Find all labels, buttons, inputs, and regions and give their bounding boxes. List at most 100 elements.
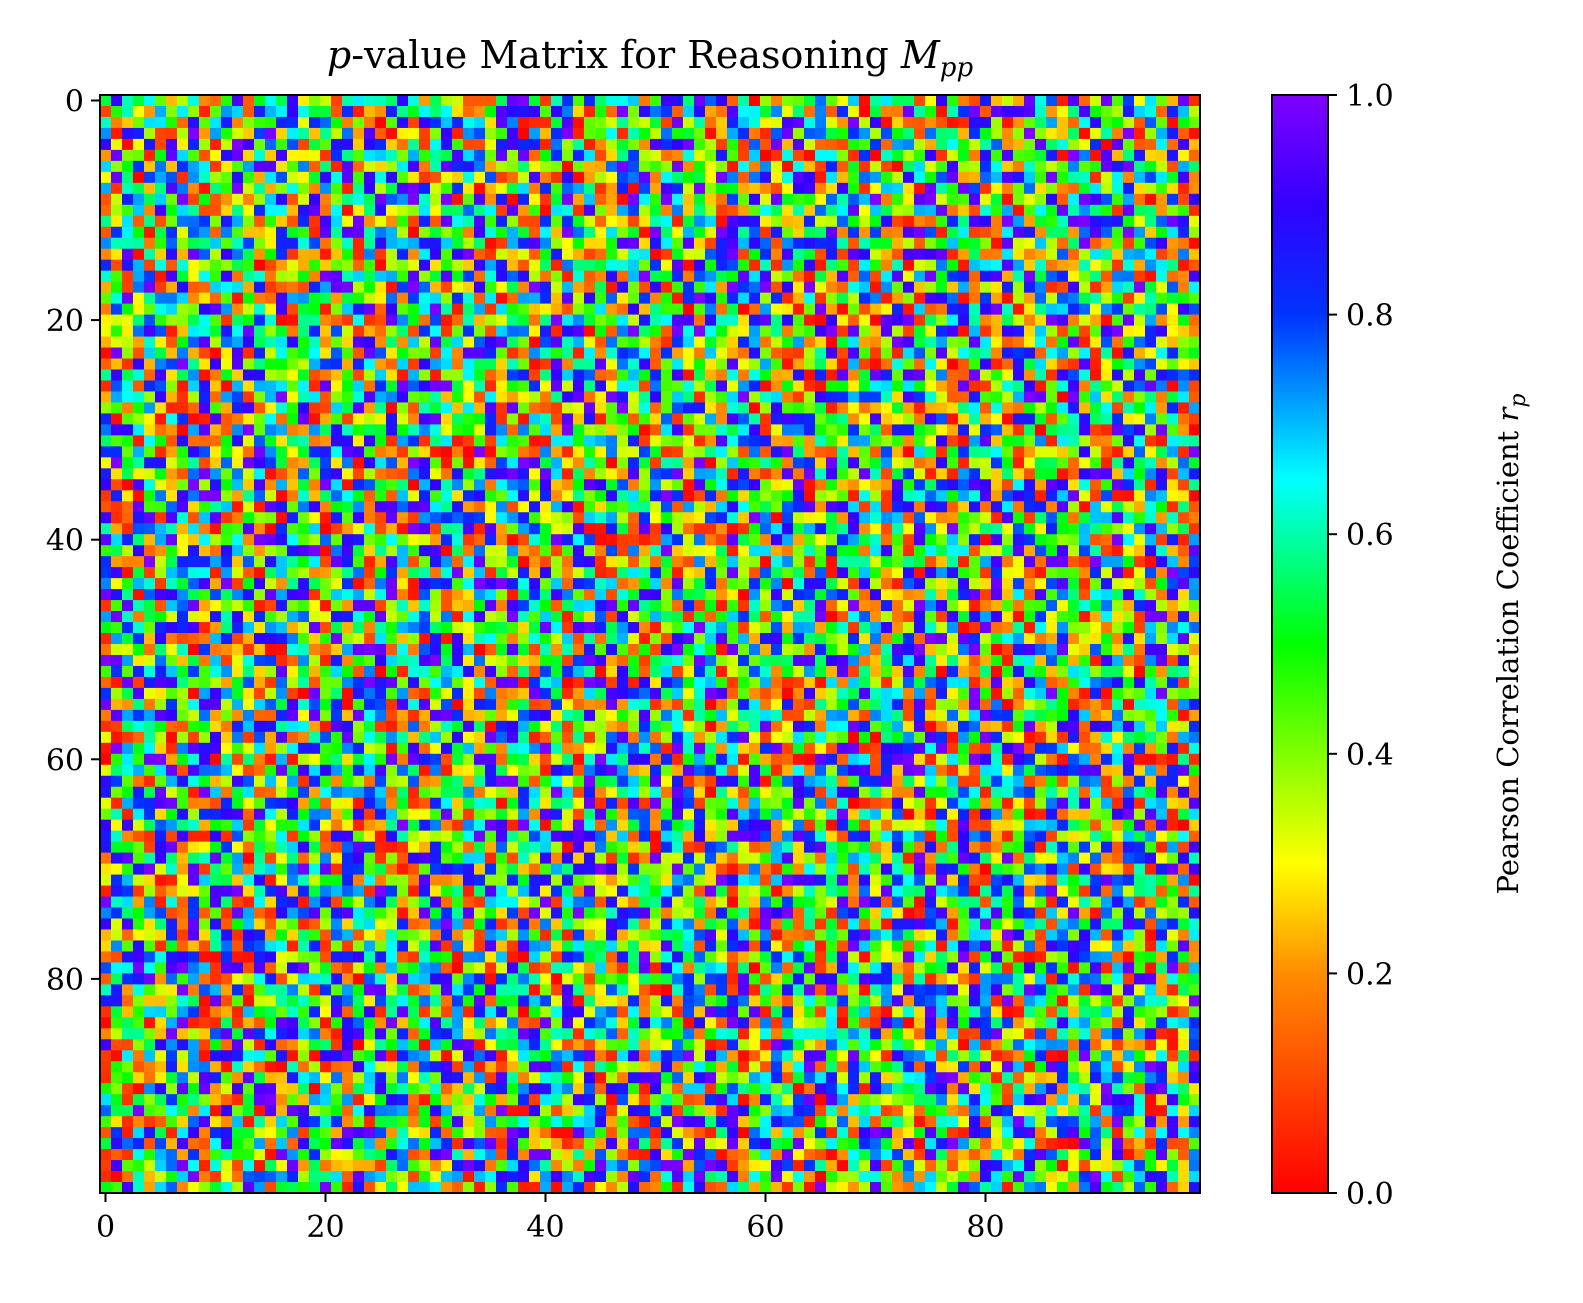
heatmap-cell — [1178, 248, 1190, 261]
heatmap-cell — [1112, 391, 1124, 404]
heatmap-cell — [1024, 446, 1036, 458]
heatmap-cell — [793, 468, 805, 480]
heatmap-cell — [320, 413, 332, 425]
heatmap-cell — [375, 116, 387, 129]
heatmap-cell — [298, 622, 310, 634]
heatmap-cell — [980, 446, 992, 458]
heatmap-cell — [430, 248, 442, 261]
heatmap-cell — [925, 105, 937, 118]
heatmap-cell — [914, 567, 926, 579]
heatmap-cell — [331, 215, 343, 228]
heatmap-cell — [386, 391, 398, 404]
heatmap-cell — [265, 95, 277, 107]
heatmap-cell — [452, 600, 464, 612]
heatmap-cell — [463, 534, 475, 546]
heatmap-cell — [980, 358, 992, 371]
heatmap-cell — [485, 523, 497, 535]
heatmap-cell — [364, 479, 376, 491]
heatmap-cell — [969, 468, 981, 480]
heatmap-cell — [1046, 105, 1058, 118]
heatmap-cell — [870, 204, 882, 217]
heatmap-cell — [463, 501, 475, 513]
heatmap-cell — [705, 600, 717, 612]
heatmap-cell — [221, 182, 233, 195]
heatmap-cell — [419, 424, 431, 436]
heatmap-cell — [771, 149, 783, 162]
heatmap-cell — [760, 369, 772, 382]
heatmap-cell — [1178, 171, 1190, 184]
heatmap-cell — [804, 622, 816, 634]
heatmap-cell — [529, 369, 541, 382]
heatmap-cell — [133, 578, 145, 590]
heatmap-cell — [837, 292, 849, 305]
heatmap-cell — [210, 215, 222, 228]
heatmap-cell — [430, 116, 442, 129]
heatmap-cell — [1101, 204, 1113, 217]
heatmap-cell — [694, 248, 706, 261]
heatmap-cell — [914, 600, 926, 612]
heatmap-cell — [375, 138, 387, 151]
heatmap-cell — [683, 391, 695, 404]
heatmap-cell — [419, 182, 431, 195]
heatmap-cell — [617, 534, 629, 546]
heatmap-cell — [980, 413, 992, 425]
heatmap-cell — [177, 182, 189, 195]
heatmap-cell — [551, 138, 563, 151]
heatmap-cell — [760, 281, 772, 294]
heatmap-cell — [1101, 95, 1113, 107]
heatmap-cell — [815, 435, 827, 447]
heatmap-cell — [859, 248, 871, 261]
heatmap-cell — [430, 347, 442, 360]
heatmap-cell — [463, 314, 475, 327]
heatmap-cell — [276, 204, 288, 217]
heatmap-cell — [947, 127, 959, 140]
heatmap-cell — [1046, 380, 1058, 393]
heatmap-cell — [210, 402, 222, 415]
heatmap-cell — [683, 435, 695, 447]
heatmap-cell — [1002, 501, 1014, 513]
heatmap-cell — [452, 589, 464, 601]
heatmap-cell — [265, 160, 277, 173]
heatmap-cell — [474, 116, 486, 129]
heatmap-cell — [793, 160, 805, 173]
heatmap-cell — [540, 512, 552, 524]
heatmap-cell — [683, 215, 695, 228]
heatmap-cell — [650, 622, 662, 634]
heatmap-cell — [705, 578, 717, 590]
heatmap-cell — [925, 457, 937, 469]
heatmap-cell — [1057, 633, 1069, 645]
heatmap-cell — [1145, 303, 1157, 316]
heatmap-cell — [573, 446, 585, 458]
heatmap-cell — [254, 567, 266, 579]
heatmap-cell — [606, 545, 618, 557]
heatmap-cell — [452, 545, 464, 557]
heatmap-cell — [1112, 512, 1124, 524]
heatmap-cell — [353, 589, 365, 601]
heatmap-cell — [1024, 479, 1036, 491]
heatmap-cell — [331, 578, 343, 590]
heatmap-cell — [342, 534, 354, 546]
heatmap-cell — [573, 611, 585, 623]
heatmap-cell — [474, 589, 486, 601]
heatmap-cell — [639, 556, 651, 568]
heatmap-cell — [254, 578, 266, 590]
heatmap-cell — [507, 105, 519, 118]
heatmap-cell — [353, 149, 365, 162]
heatmap-cell — [991, 556, 1003, 568]
heatmap-cell — [1134, 435, 1146, 447]
heatmap-cell — [1101, 567, 1113, 579]
heatmap-cell — [815, 105, 827, 118]
heatmap-cell — [474, 95, 486, 107]
heatmap-cell — [683, 490, 695, 502]
heatmap-cell — [947, 237, 959, 250]
heatmap-cell — [375, 259, 387, 272]
heatmap-cell — [551, 160, 563, 173]
heatmap-cell — [133, 127, 145, 140]
heatmap-cell — [1134, 578, 1146, 590]
heatmap-cell — [111, 512, 123, 524]
heatmap-cell — [991, 138, 1003, 151]
heatmap-cell — [562, 567, 574, 579]
heatmap-cell — [1024, 358, 1036, 371]
heatmap-cell — [540, 314, 552, 327]
heatmap-cell — [485, 281, 497, 294]
